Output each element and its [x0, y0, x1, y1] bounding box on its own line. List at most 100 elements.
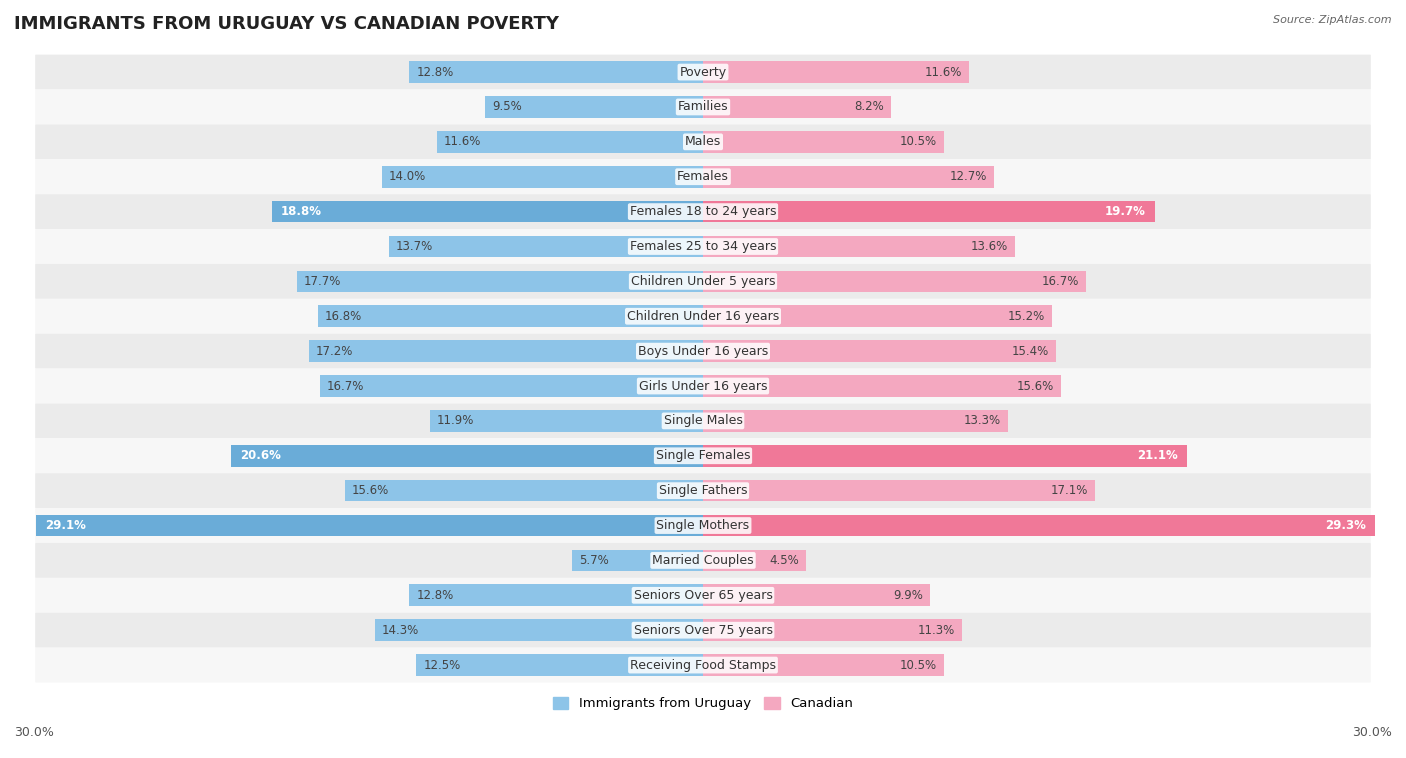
Text: 30.0%: 30.0% [14, 726, 53, 739]
Text: 15.6%: 15.6% [1017, 380, 1054, 393]
Text: 14.3%: 14.3% [382, 624, 419, 637]
Bar [703, 515, 1375, 537]
Text: 17.1%: 17.1% [1050, 484, 1088, 497]
Text: Source: ZipAtlas.com: Source: ZipAtlas.com [1274, 15, 1392, 25]
Bar [231, 445, 703, 467]
Bar [271, 201, 703, 222]
Text: 10.5%: 10.5% [900, 136, 936, 149]
Text: Single Males: Single Males [664, 415, 742, 428]
FancyBboxPatch shape [35, 543, 1371, 578]
Legend: Immigrants from Uruguay, Canadian: Immigrants from Uruguay, Canadian [547, 691, 859, 716]
Bar [703, 480, 1095, 502]
Bar [485, 96, 703, 117]
Text: Married Couples: Married Couples [652, 554, 754, 567]
Text: Single Fathers: Single Fathers [659, 484, 747, 497]
Bar [346, 480, 703, 502]
FancyBboxPatch shape [35, 647, 1371, 682]
Bar [703, 236, 1015, 257]
FancyBboxPatch shape [35, 578, 1371, 612]
Bar [318, 305, 703, 327]
Text: Children Under 5 years: Children Under 5 years [631, 275, 775, 288]
FancyBboxPatch shape [35, 508, 1371, 543]
FancyBboxPatch shape [35, 438, 1371, 473]
Text: 29.1%: 29.1% [45, 519, 86, 532]
Text: 11.6%: 11.6% [925, 66, 962, 79]
Text: 12.7%: 12.7% [950, 171, 987, 183]
Text: 20.6%: 20.6% [240, 449, 281, 462]
Bar [389, 236, 703, 257]
Bar [416, 654, 703, 676]
Bar [703, 654, 943, 676]
Bar [703, 375, 1060, 397]
Text: 17.7%: 17.7% [304, 275, 342, 288]
FancyBboxPatch shape [35, 264, 1371, 299]
Text: IMMIGRANTS FROM URUGUAY VS CANADIAN POVERTY: IMMIGRANTS FROM URUGUAY VS CANADIAN POVE… [14, 15, 560, 33]
Bar [430, 410, 703, 432]
Text: Single Mothers: Single Mothers [657, 519, 749, 532]
FancyBboxPatch shape [35, 89, 1371, 124]
Bar [297, 271, 703, 292]
Bar [703, 271, 1085, 292]
Text: 5.7%: 5.7% [579, 554, 609, 567]
Text: 9.5%: 9.5% [492, 101, 522, 114]
Text: Poverty: Poverty [679, 66, 727, 79]
Text: Females 25 to 34 years: Females 25 to 34 years [630, 240, 776, 253]
Text: 16.7%: 16.7% [326, 380, 364, 393]
Text: 12.8%: 12.8% [416, 66, 454, 79]
Text: 15.4%: 15.4% [1012, 345, 1049, 358]
Text: Boys Under 16 years: Boys Under 16 years [638, 345, 768, 358]
Bar [703, 584, 929, 606]
FancyBboxPatch shape [35, 334, 1371, 368]
Text: 19.7%: 19.7% [1105, 205, 1146, 218]
Bar [321, 375, 703, 397]
Bar [703, 305, 1052, 327]
Bar [703, 166, 994, 187]
Text: Girls Under 16 years: Girls Under 16 years [638, 380, 768, 393]
Text: 16.7%: 16.7% [1042, 275, 1080, 288]
Bar [308, 340, 703, 362]
Bar [382, 166, 703, 187]
Text: 9.9%: 9.9% [893, 589, 924, 602]
FancyBboxPatch shape [35, 194, 1371, 229]
FancyBboxPatch shape [35, 159, 1371, 194]
Text: Males: Males [685, 136, 721, 149]
Text: Families: Families [678, 101, 728, 114]
Text: 12.5%: 12.5% [423, 659, 460, 672]
Text: Females: Females [678, 171, 728, 183]
Text: 30.0%: 30.0% [1353, 726, 1392, 739]
Bar [437, 131, 703, 152]
FancyBboxPatch shape [35, 229, 1371, 264]
FancyBboxPatch shape [35, 473, 1371, 508]
Text: Seniors Over 65 years: Seniors Over 65 years [634, 589, 772, 602]
Text: 13.7%: 13.7% [395, 240, 433, 253]
FancyBboxPatch shape [35, 299, 1371, 334]
Text: Seniors Over 75 years: Seniors Over 75 years [634, 624, 772, 637]
Bar [703, 61, 969, 83]
Bar [703, 550, 806, 572]
Text: 15.6%: 15.6% [352, 484, 389, 497]
Text: Children Under 16 years: Children Under 16 years [627, 310, 779, 323]
Text: Receiving Food Stamps: Receiving Food Stamps [630, 659, 776, 672]
Text: 17.2%: 17.2% [315, 345, 353, 358]
FancyBboxPatch shape [35, 124, 1371, 159]
Text: 11.9%: 11.9% [437, 415, 474, 428]
Text: 4.5%: 4.5% [769, 554, 800, 567]
FancyBboxPatch shape [35, 55, 1371, 89]
Bar [703, 619, 962, 641]
Bar [572, 550, 703, 572]
Text: 13.3%: 13.3% [965, 415, 1001, 428]
Bar [409, 584, 703, 606]
Text: Single Females: Single Females [655, 449, 751, 462]
Bar [703, 445, 1187, 467]
Text: 12.8%: 12.8% [416, 589, 454, 602]
FancyBboxPatch shape [35, 368, 1371, 403]
Bar [703, 410, 1008, 432]
Text: 14.0%: 14.0% [389, 171, 426, 183]
Text: 18.8%: 18.8% [281, 205, 322, 218]
Text: 13.6%: 13.6% [970, 240, 1008, 253]
Bar [703, 96, 891, 117]
Text: 8.2%: 8.2% [855, 101, 884, 114]
FancyBboxPatch shape [35, 403, 1371, 438]
Bar [409, 61, 703, 83]
Text: 29.3%: 29.3% [1324, 519, 1365, 532]
